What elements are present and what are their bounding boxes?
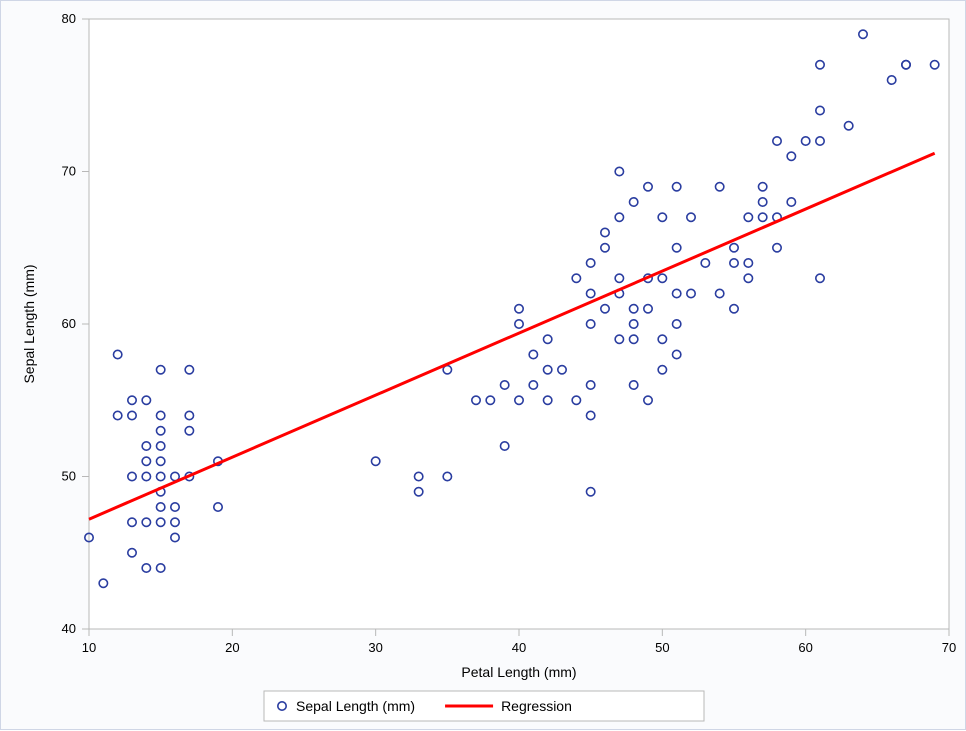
- y-tick-label: 80: [62, 11, 76, 26]
- y-tick-label: 40: [62, 621, 76, 636]
- legend-label: Sepal Length (mm): [296, 698, 415, 714]
- legend-label: Regression: [501, 698, 572, 714]
- x-tick-label: 60: [798, 640, 812, 655]
- x-tick-label: 50: [655, 640, 669, 655]
- x-tick-label: 10: [82, 640, 96, 655]
- y-tick-label: 60: [62, 316, 76, 331]
- y-tick-label: 70: [62, 164, 76, 179]
- x-tick-label: 30: [368, 640, 382, 655]
- x-axis-label: Petal Length (mm): [461, 664, 576, 680]
- y-axis-label: Sepal Length (mm): [21, 264, 37, 383]
- scatter-regression-chart: 10 20 30 40 50 60 70 40 50 60 70 80 Petal Length (mm…: [1, 1, 966, 731]
- x-tick-label: 20: [225, 640, 239, 655]
- x-tick-label: 70: [942, 640, 956, 655]
- plot-area: [89, 19, 949, 629]
- legend: Sepal Length (mm) Regression: [264, 691, 704, 721]
- y-tick-label: 50: [62, 469, 76, 484]
- x-tick-label: 40: [512, 640, 526, 655]
- chart-container: 10 20 30 40 50 60 70 40 50 60 70 80 Petal Length (mm…: [0, 0, 966, 730]
